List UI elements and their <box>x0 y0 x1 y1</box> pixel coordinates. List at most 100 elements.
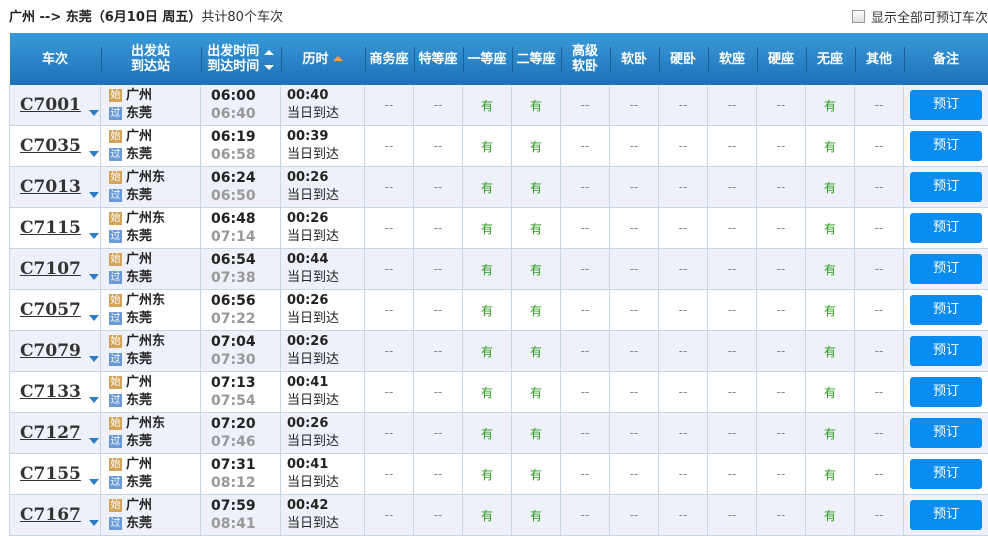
arrival-time: 07:14 <box>211 229 256 245</box>
book-button[interactable]: 预订 <box>910 172 982 202</box>
seat-availability: -- <box>365 167 414 208</box>
train-number-link[interactable]: C7155 <box>20 464 81 484</box>
seat-availability: -- <box>610 331 659 372</box>
expand-down-icon[interactable] <box>89 397 99 403</box>
sort-up-icon[interactable] <box>264 50 274 55</box>
remark-cell: 预订 <box>904 167 988 208</box>
book-button[interactable]: 预订 <box>910 213 982 243</box>
train-number-link[interactable]: C7107 <box>20 259 81 279</box>
station-cell: 始广州过东莞 <box>101 454 201 495</box>
route-summary: 广州 --> 东莞（6月10日 周五）共计80个车次 <box>9 6 283 25</box>
book-button[interactable]: 预订 <box>910 90 982 120</box>
arrival-time: 07:38 <box>211 270 256 286</box>
seat-availability: -- <box>708 208 757 249</box>
book-button[interactable]: 预订 <box>910 295 982 325</box>
departure-time: 07:20 <box>211 416 256 432</box>
seat-availability: 有 <box>463 372 512 413</box>
sort-asc-icon[interactable] <box>333 56 343 61</box>
seat-availability: -- <box>414 167 463 208</box>
col-station-from: 出发站 <box>131 44 170 59</box>
seat-availability: 有 <box>512 331 561 372</box>
seat-availability: -- <box>659 249 708 290</box>
train-cell: C7107 <box>10 249 101 290</box>
train-number-link[interactable]: C7127 <box>20 423 81 443</box>
col-seat: 软座 <box>708 33 757 85</box>
book-button[interactable]: 预订 <box>910 418 982 448</box>
seat-availability: 有 <box>806 249 855 290</box>
expand-down-icon[interactable] <box>89 192 99 198</box>
duration: 00:26 <box>287 293 328 308</box>
duration: 00:39 <box>287 129 328 144</box>
seat-availability: -- <box>659 290 708 331</box>
train-number-link[interactable]: C7057 <box>20 300 81 320</box>
train-number-link[interactable]: C7133 <box>20 382 81 402</box>
expand-down-icon[interactable] <box>89 479 99 485</box>
from-station: 广州东 <box>126 293 165 308</box>
station-cell: 始广州过东莞 <box>101 126 201 167</box>
col-seat: 无座 <box>806 33 855 85</box>
seat-availability: -- <box>365 85 414 126</box>
show-all-toggle[interactable]: 显示全部可预订车次 <box>852 7 988 26</box>
book-button[interactable]: 预订 <box>910 254 982 284</box>
book-button[interactable]: 预订 <box>910 500 982 530</box>
col-seat-label: 高级软卧 <box>571 44 599 74</box>
station-cell: 始广州东过东莞 <box>101 331 201 372</box>
seat-availability: -- <box>365 454 414 495</box>
arrival-time: 06:58 <box>211 147 256 163</box>
train-number-link[interactable]: C7167 <box>20 505 81 525</box>
col-duration[interactable]: 历时 <box>281 33 365 85</box>
from-station: 广州 <box>126 252 152 267</box>
seat-availability: -- <box>855 413 904 454</box>
seat-availability: -- <box>561 290 610 331</box>
departure-time: 07:13 <box>211 375 256 391</box>
expand-down-icon[interactable] <box>89 151 99 157</box>
expand-down-icon[interactable] <box>89 520 99 526</box>
seat-availability: 有 <box>806 495 855 536</box>
seat-availability: -- <box>659 331 708 372</box>
seat-availability: 有 <box>463 495 512 536</box>
seat-availability: -- <box>757 167 806 208</box>
expand-down-icon[interactable] <box>89 110 99 116</box>
seat-availability: 有 <box>806 331 855 372</box>
expand-down-icon[interactable] <box>89 438 99 444</box>
book-button[interactable]: 预订 <box>910 336 982 366</box>
train-number-link[interactable]: C7001 <box>20 95 81 115</box>
show-all-checkbox[interactable] <box>852 10 865 23</box>
book-button[interactable]: 预订 <box>910 377 982 407</box>
expand-down-icon[interactable] <box>89 274 99 280</box>
expand-down-icon[interactable] <box>89 233 99 239</box>
col-times[interactable]: 出发时间 到达时间 <box>201 33 281 85</box>
seat-availability: -- <box>708 495 757 536</box>
seat-availability: -- <box>365 413 414 454</box>
station-cell: 始广州东过东莞 <box>101 167 201 208</box>
book-button[interactable]: 预订 <box>910 131 982 161</box>
train-number-link[interactable]: C7115 <box>20 218 81 238</box>
expand-down-icon[interactable] <box>89 315 99 321</box>
train-cell: C7133 <box>10 372 101 413</box>
seat-availability: -- <box>561 495 610 536</box>
train-number-link[interactable]: C7079 <box>20 341 81 361</box>
departure-time: 06:56 <box>211 293 256 309</box>
train-number-link[interactable]: C7035 <box>20 136 81 156</box>
seat-availability: -- <box>365 290 414 331</box>
sort-down-icon[interactable] <box>264 65 274 70</box>
start-station-icon: 始 <box>109 417 122 430</box>
from-station: 广州 <box>126 129 152 144</box>
seat-availability: -- <box>414 290 463 331</box>
col-seat: 商务座 <box>365 33 414 85</box>
seat-availability: -- <box>757 331 806 372</box>
pass-station-icon: 过 <box>109 107 122 120</box>
train-cell: C7035 <box>10 126 101 167</box>
train-number-link[interactable]: C7013 <box>20 177 81 197</box>
pass-station-icon: 过 <box>109 230 122 243</box>
expand-down-icon[interactable] <box>89 356 99 362</box>
pass-station-icon: 过 <box>109 353 122 366</box>
arrival-day: 当日到达 <box>287 188 339 203</box>
book-button[interactable]: 预订 <box>910 459 982 489</box>
seat-availability: -- <box>414 413 463 454</box>
